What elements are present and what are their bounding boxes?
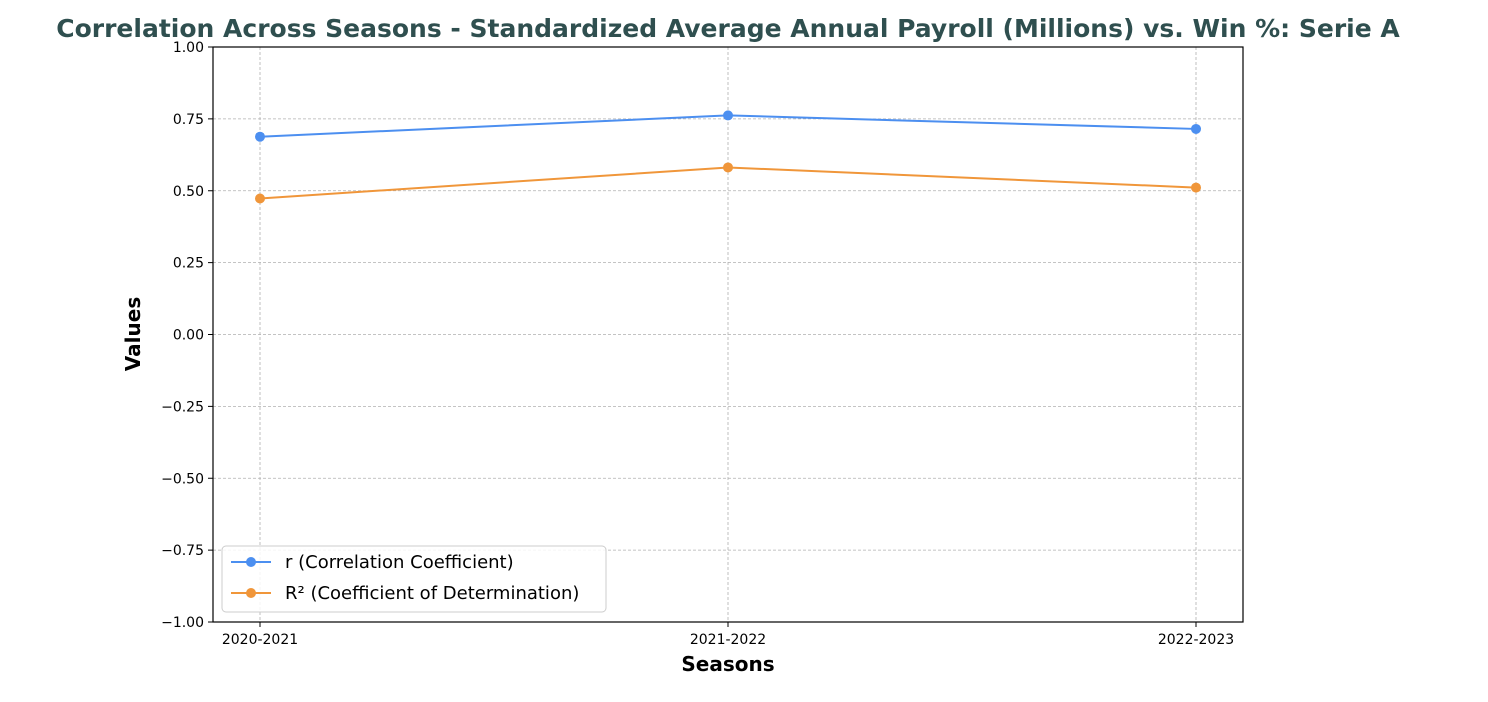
data-point-series-2	[723, 162, 733, 173]
y-tick-label: −0.25	[161, 399, 204, 415]
legend-box	[221, 545, 607, 613]
legend-marker-2	[246, 588, 256, 598]
x-tick-label: 2021-2022	[690, 632, 766, 648]
data-point-series-1	[723, 110, 733, 121]
y-tick-label: 0.50	[173, 184, 204, 200]
data-point-series-1	[1191, 123, 1201, 134]
x-tick-label: 2022-2023	[1158, 632, 1234, 648]
data-point-series-1	[255, 131, 265, 142]
y-tick-label: 0.75	[173, 112, 204, 128]
data-point-series-2	[1191, 182, 1201, 193]
x-axis-ticks: 2020-2021 2021-2022 2022-2023	[222, 622, 1234, 648]
y-tick-label: 0.00	[173, 328, 204, 344]
y-tick-label: −0.75	[161, 543, 204, 559]
x-axis-label: Seasons	[681, 652, 774, 676]
y-axis-label: Values	[121, 297, 145, 371]
y-tick-label: 1.00	[173, 40, 204, 56]
legend-marker-1	[246, 557, 256, 567]
y-tick-label: −1.00	[161, 615, 204, 631]
x-tick-label: 2020-2021	[222, 632, 298, 648]
y-tick-label: −0.50	[161, 471, 204, 487]
y-axis-ticks: 1.00 0.75 0.50 0.25 0.00 −0.25 −0.50 −0.75 −1.00	[161, 40, 213, 631]
legend-label-1: r (Correlation Coefficient)	[285, 552, 514, 573]
legend-label-2: R² (Coefficient of Determination)	[285, 583, 579, 604]
chart-title: Correlation Across Seasons - Standardize…	[56, 14, 1400, 43]
legend: r (Correlation Coefficient) R² (Coefficie…	[221, 545, 607, 613]
y-tick-label: 0.25	[173, 256, 204, 272]
grid-lines	[213, 46, 1243, 623]
data-point-series-2	[255, 193, 265, 204]
series-layer	[255, 110, 1201, 204]
